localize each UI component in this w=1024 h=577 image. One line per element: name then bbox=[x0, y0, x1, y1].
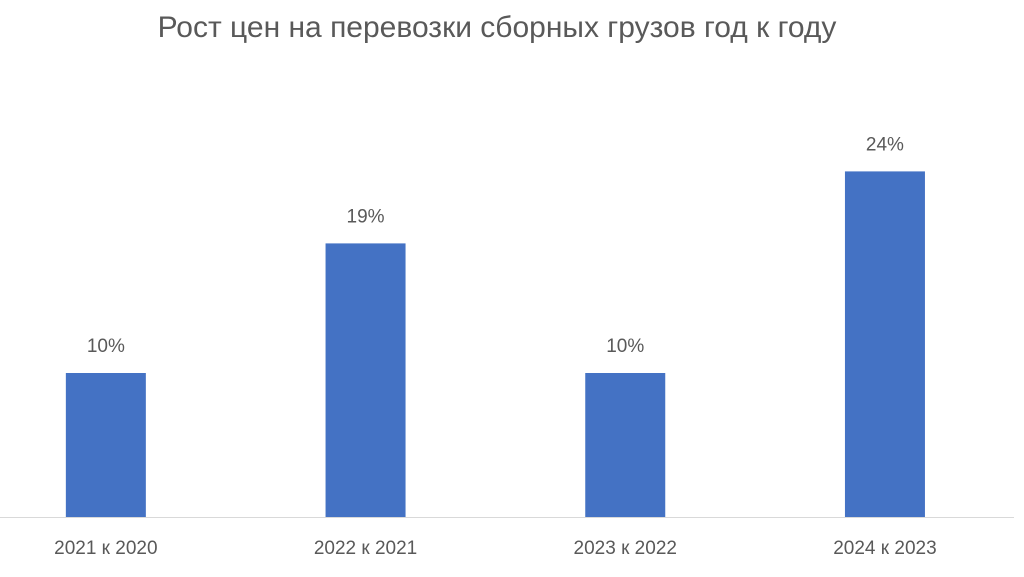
bar bbox=[844, 171, 925, 517]
data-label: 24% bbox=[866, 134, 904, 155]
x-tick-label: 2024 к 2023 bbox=[833, 538, 936, 559]
x-tick-label: 2021 к 2020 bbox=[54, 538, 157, 559]
data-label: 19% bbox=[347, 206, 385, 227]
x-tick-label: 2023 к 2022 bbox=[574, 538, 677, 559]
x-tick-label: 2022 к 2021 bbox=[314, 538, 417, 559]
data-label: 10% bbox=[606, 336, 644, 357]
bar bbox=[585, 373, 666, 517]
bar bbox=[65, 373, 146, 517]
bar bbox=[325, 243, 406, 517]
chart-title: Рост цен на перевозки сборных грузов год… bbox=[158, 11, 837, 44]
data-label: 10% bbox=[87, 336, 125, 357]
